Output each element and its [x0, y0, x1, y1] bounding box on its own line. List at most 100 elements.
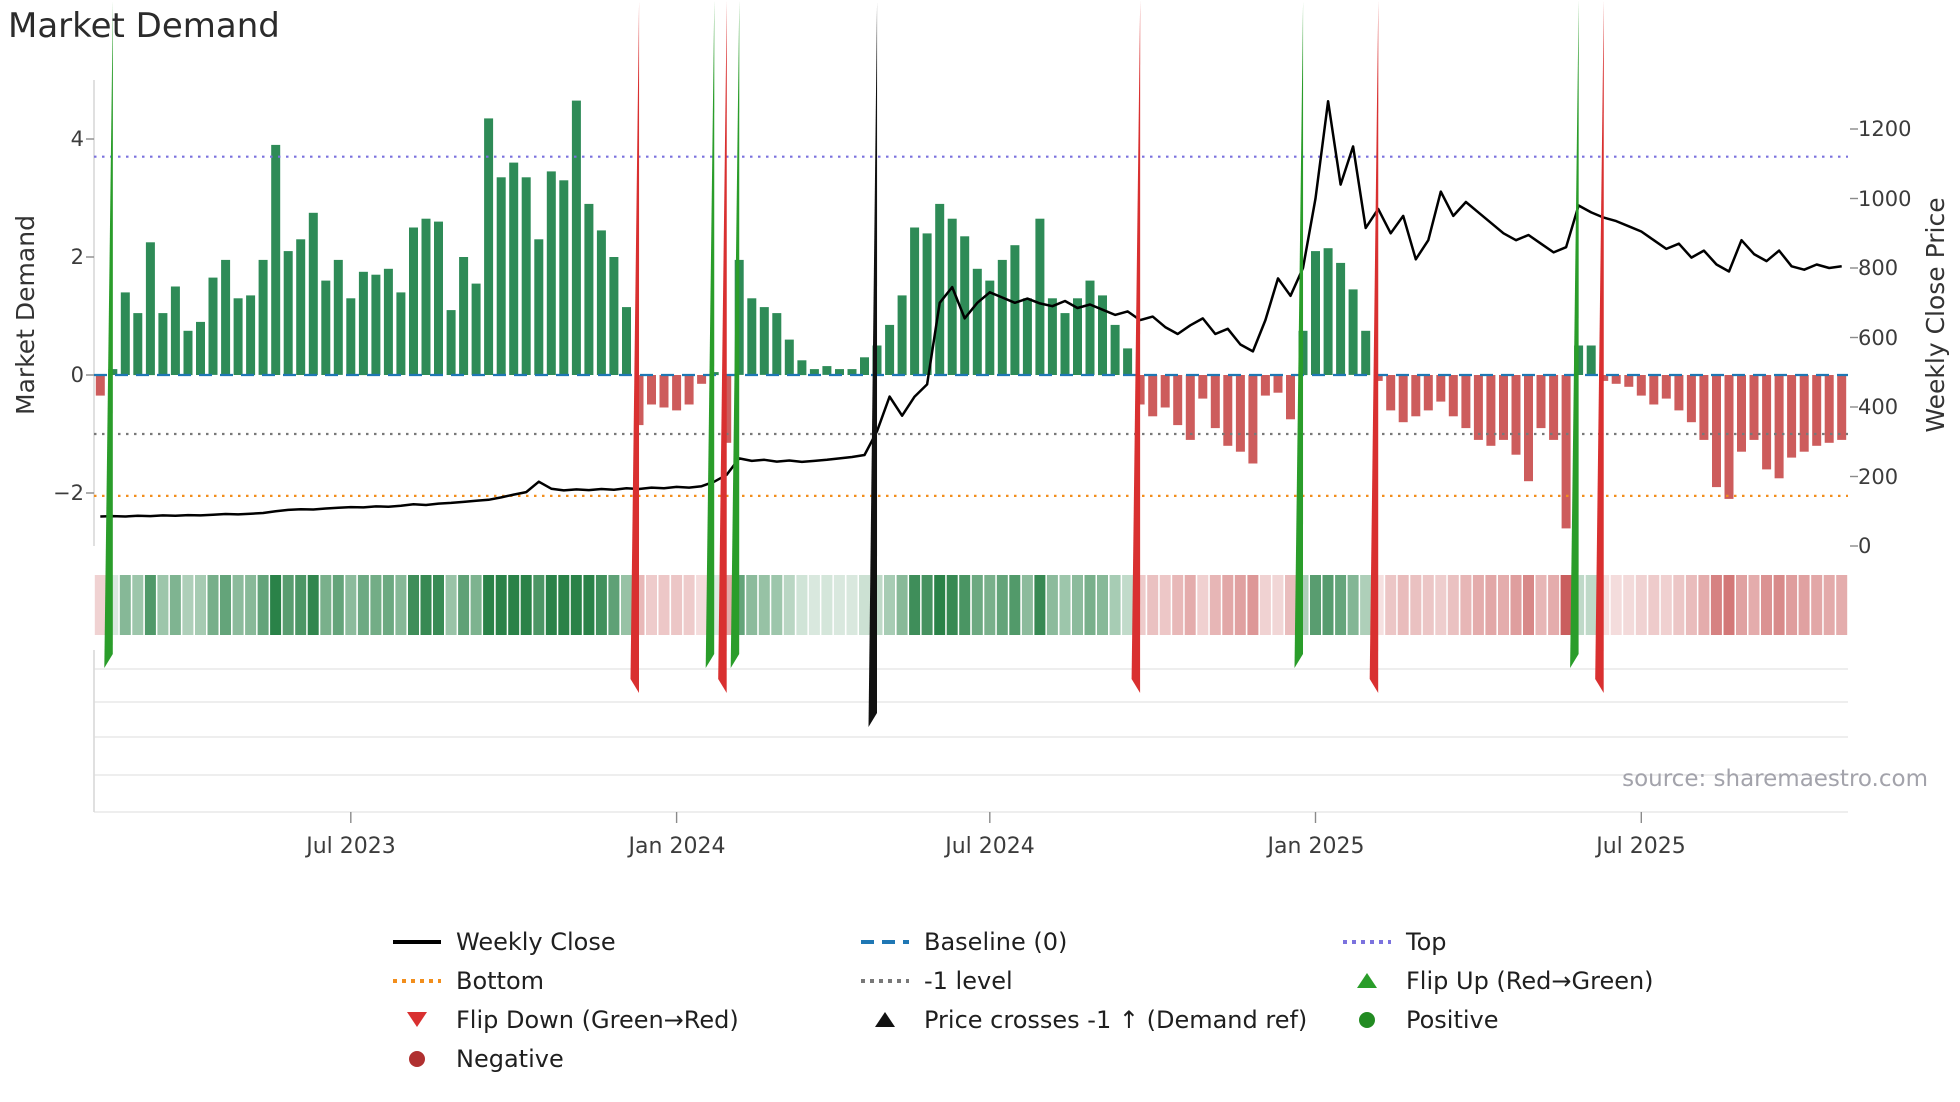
- demand-bar: [1273, 375, 1283, 393]
- demand-bar: [421, 218, 431, 375]
- heatmap-cell: [796, 575, 808, 635]
- left-axis-title: Market Demand: [11, 215, 40, 415]
- heatmap-cell: [1360, 575, 1372, 635]
- legend-item-positive: Positive: [1342, 1004, 1902, 1035]
- demand-bar: [1536, 375, 1546, 429]
- demand-bar: [1611, 375, 1621, 384]
- demand-bar: [1223, 375, 1233, 446]
- demand-bar: [584, 203, 594, 375]
- demand-bar: [1110, 324, 1120, 375]
- demand-bar: [960, 236, 970, 375]
- demand-bar: [1686, 375, 1696, 423]
- heatmap-cell: [94, 575, 106, 635]
- demand-bar: [1586, 345, 1596, 375]
- heatmap-cell: [1685, 575, 1697, 635]
- heatmap-cell: [971, 575, 983, 635]
- heatmap-cell: [846, 575, 858, 635]
- right-axis-tick: 0: [1858, 534, 1872, 558]
- demand-bar: [1336, 262, 1346, 375]
- heatmap-cell: [1723, 575, 1735, 635]
- demand-bar: [885, 324, 895, 375]
- demand-bar: [1148, 375, 1158, 417]
- legend-label: Price crosses -1 ↑ (Demand ref): [924, 1005, 1308, 1034]
- legend-label: Bottom: [456, 966, 545, 995]
- right-axis-tick: 800: [1858, 256, 1899, 280]
- demand-bar: [1661, 375, 1671, 399]
- heatmap-cell: [132, 575, 144, 635]
- heatmap-cell: [282, 575, 294, 635]
- legend-label: Baseline (0): [924, 927, 1068, 956]
- heatmap-cell: [808, 575, 820, 635]
- legend-item-flip-down: Flip Down (Green→Red): [392, 1004, 860, 1035]
- demand-bar: [1549, 375, 1559, 440]
- heatmap-cell: [357, 575, 369, 635]
- demand-bar: [496, 177, 506, 375]
- heatmap-cell: [1285, 575, 1296, 635]
- heatmap-cell: [1209, 575, 1221, 635]
- demand-bar: [196, 321, 205, 375]
- demand-bar: [922, 233, 932, 375]
- heatmap-cell: [1009, 575, 1021, 635]
- right-axis-title: Weekly Close Price: [1921, 197, 1950, 433]
- legend-label: -1 level: [924, 966, 1013, 995]
- demand-bar: [697, 375, 707, 384]
- heatmap-cell: [595, 575, 607, 635]
- heatmap-cell: [1585, 575, 1597, 635]
- left-axis-tick: 0: [70, 363, 84, 387]
- flip-up-marker: [705, 0, 715, 668]
- demand-bar: [1624, 375, 1634, 387]
- demand-bar: [1160, 375, 1170, 408]
- legend-item-negative: Negative: [392, 1043, 860, 1074]
- heatmap-cell: [646, 575, 657, 635]
- flip-down-marker: [630, 0, 640, 693]
- demand-bar: [521, 177, 531, 375]
- demand-bar: [1787, 375, 1797, 458]
- demand-bar: [1774, 375, 1784, 479]
- heatmap-cell: [583, 575, 595, 635]
- demand-bar: [459, 257, 469, 375]
- demand-bar: [797, 360, 807, 376]
- demand-bar: [446, 310, 456, 375]
- x-axis-tick: Jul 2023: [306, 834, 396, 859]
- heatmap-cell: [1560, 575, 1572, 635]
- demand-bar: [835, 369, 844, 375]
- demand-bar: [145, 242, 155, 376]
- weekly-close-line-sample: [392, 939, 442, 944]
- demand-bar: [1448, 375, 1458, 417]
- demand-bar: [622, 307, 631, 375]
- demand-bar: [546, 171, 556, 375]
- legend-item-baseline: Baseline (0): [860, 926, 1342, 957]
- heatmap-cell: [395, 575, 407, 635]
- heatmap-cell: [370, 575, 382, 635]
- demand-bar: [1123, 348, 1133, 375]
- demand-bar: [784, 339, 794, 375]
- demand-bar: [1198, 375, 1208, 399]
- demand-bar: [1010, 245, 1020, 375]
- demand-bar: [1499, 375, 1508, 440]
- demand-bar: [484, 118, 494, 376]
- heatmap-cell: [1748, 575, 1760, 635]
- right-axis-tick: 1200: [1858, 117, 1912, 141]
- x-axis-tick: Jan 2024: [628, 834, 726, 859]
- demand-bar: [271, 144, 281, 375]
- heatmap-cell: [207, 575, 219, 635]
- heatmap-cell: [1397, 575, 1409, 635]
- heatmap-cell: [545, 575, 557, 635]
- demand-bar: [1060, 313, 1070, 376]
- heatmap-cell: [1084, 575, 1096, 635]
- demand-bar: [935, 203, 945, 375]
- demand-bar: [434, 221, 443, 375]
- demand-bar: [1035, 218, 1045, 375]
- heatmap-cell: [821, 575, 833, 635]
- heatmap-cell: [1335, 575, 1347, 635]
- demand-bar: [1762, 375, 1772, 470]
- heatmap-cell: [1635, 575, 1647, 635]
- demand-bar: [972, 268, 982, 375]
- demand-bar: [534, 239, 544, 375]
- heatmap-cell: [119, 575, 131, 635]
- heatmap-cell: [1698, 575, 1710, 635]
- heatmap-cell: [157, 575, 169, 635]
- demand-bar: [1286, 375, 1295, 420]
- demand-bar: [1348, 289, 1358, 375]
